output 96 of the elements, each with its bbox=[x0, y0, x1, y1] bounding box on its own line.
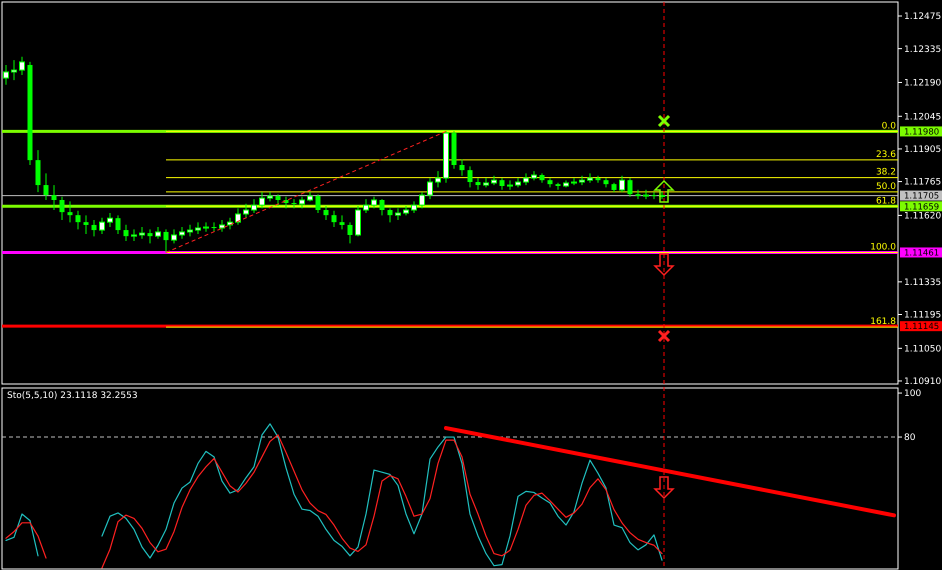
candlestick bbox=[267, 192, 273, 202]
candlestick bbox=[299, 196, 305, 209]
candlestick bbox=[427, 178, 433, 200]
candlestick bbox=[171, 228, 177, 244]
candlestick bbox=[643, 189, 649, 200]
ref-line-label: 1.11145 bbox=[904, 322, 940, 332]
candlestick bbox=[476, 178, 480, 190]
y-tick-label: 1.11335 bbox=[904, 278, 942, 288]
candlestick bbox=[219, 220, 225, 232]
candlestick bbox=[124, 224, 128, 242]
ref-line-label: 1.11705 bbox=[904, 192, 940, 202]
chart-title: Sto(5,5,10) 23.1118 32.2553 bbox=[7, 391, 138, 401]
candlestick bbox=[60, 196, 64, 221]
candlestick bbox=[395, 208, 401, 221]
candlestick bbox=[612, 182, 616, 193]
candlestick bbox=[292, 198, 296, 209]
candlestick bbox=[363, 198, 369, 214]
candlestick bbox=[68, 200, 72, 223]
ref-line-label: 1.11461 bbox=[904, 248, 940, 258]
candlestick bbox=[44, 172, 48, 200]
candlestick bbox=[491, 175, 497, 186]
y-tick-label: 80 bbox=[904, 433, 916, 444]
candlestick bbox=[619, 175, 625, 193]
candlestick bbox=[179, 226, 185, 240]
y-tick-label: 1.11905 bbox=[904, 145, 942, 156]
y-tick-label: 1.10910 bbox=[904, 377, 942, 388]
candlestick bbox=[403, 206, 409, 216]
candlestick bbox=[548, 178, 552, 188]
y-tick-label: 1.12475 bbox=[904, 12, 942, 22]
annotation: 38.2 bbox=[876, 168, 896, 178]
candlestick bbox=[483, 178, 489, 188]
candlestick bbox=[419, 192, 425, 209]
candlestick bbox=[11, 60, 17, 81]
candlestick bbox=[515, 178, 521, 188]
candlestick bbox=[131, 228, 137, 242]
candlestick bbox=[84, 214, 88, 235]
candlestick bbox=[371, 196, 377, 209]
y-tick-label: 1.12335 bbox=[904, 44, 942, 55]
y-tick-label: 1.12190 bbox=[904, 78, 942, 89]
y-tick-label: 100 bbox=[904, 389, 922, 400]
candlestick bbox=[76, 210, 80, 230]
candlestick bbox=[500, 178, 504, 190]
candlestick bbox=[324, 206, 328, 221]
annotation: 61.8 bbox=[876, 196, 896, 206]
candlestick bbox=[195, 222, 201, 235]
candlestick bbox=[107, 212, 113, 228]
y-tick-label: 1.11620 bbox=[904, 212, 942, 222]
candlestick bbox=[332, 210, 336, 228]
candlestick bbox=[604, 178, 608, 188]
ref-line-label: 1.11659 bbox=[904, 202, 940, 212]
candlestick bbox=[259, 192, 265, 209]
candlestick bbox=[203, 222, 209, 232]
annotation: 161.8 bbox=[870, 317, 896, 328]
candlestick bbox=[139, 226, 145, 240]
candlestick bbox=[52, 184, 56, 211]
y-tick-label: 1.11195 bbox=[904, 310, 942, 321]
candlestick bbox=[92, 220, 96, 237]
candlestick bbox=[380, 198, 384, 216]
candlestick bbox=[388, 208, 392, 223]
candlestick bbox=[540, 172, 544, 184]
candlestick bbox=[435, 170, 441, 188]
annotation: 50.0 bbox=[876, 182, 896, 192]
candlestick bbox=[148, 228, 152, 244]
candlestick bbox=[155, 226, 161, 240]
candlestick bbox=[460, 158, 464, 176]
annotation: 100.0 bbox=[870, 242, 896, 252]
candlestick bbox=[227, 217, 233, 230]
candlestick bbox=[19, 56, 25, 76]
candlestick bbox=[116, 214, 120, 235]
y-tick-label: 1.11050 bbox=[904, 344, 942, 354]
candlestick bbox=[628, 178, 632, 198]
candlestick bbox=[316, 194, 320, 214]
ref-line-label: 1.11980 bbox=[904, 127, 940, 138]
candlestick bbox=[411, 200, 417, 214]
y-tick-label: 1.12045 bbox=[904, 112, 942, 122]
candlestick bbox=[212, 222, 216, 232]
candlestick bbox=[164, 228, 168, 253]
candlestick bbox=[348, 222, 352, 244]
candlestick bbox=[507, 180, 513, 190]
annotation: 23.6 bbox=[876, 150, 896, 160]
candlestick bbox=[340, 214, 344, 230]
annotation: 0.0 bbox=[882, 121, 896, 132]
y-tick-label: 1.11765 bbox=[904, 178, 942, 188]
candlestick bbox=[251, 198, 257, 214]
candlestick bbox=[531, 170, 537, 181]
candlestick bbox=[636, 189, 640, 200]
candlestick bbox=[523, 172, 529, 186]
candlestick bbox=[99, 217, 105, 235]
candlestick bbox=[579, 175, 585, 186]
candlestick bbox=[276, 194, 280, 207]
candlestick bbox=[187, 224, 193, 237]
candlestick bbox=[307, 192, 313, 202]
candlestick bbox=[587, 172, 593, 184]
candlestick bbox=[235, 208, 241, 226]
candlestick bbox=[243, 203, 249, 218]
candlestick bbox=[468, 166, 472, 188]
